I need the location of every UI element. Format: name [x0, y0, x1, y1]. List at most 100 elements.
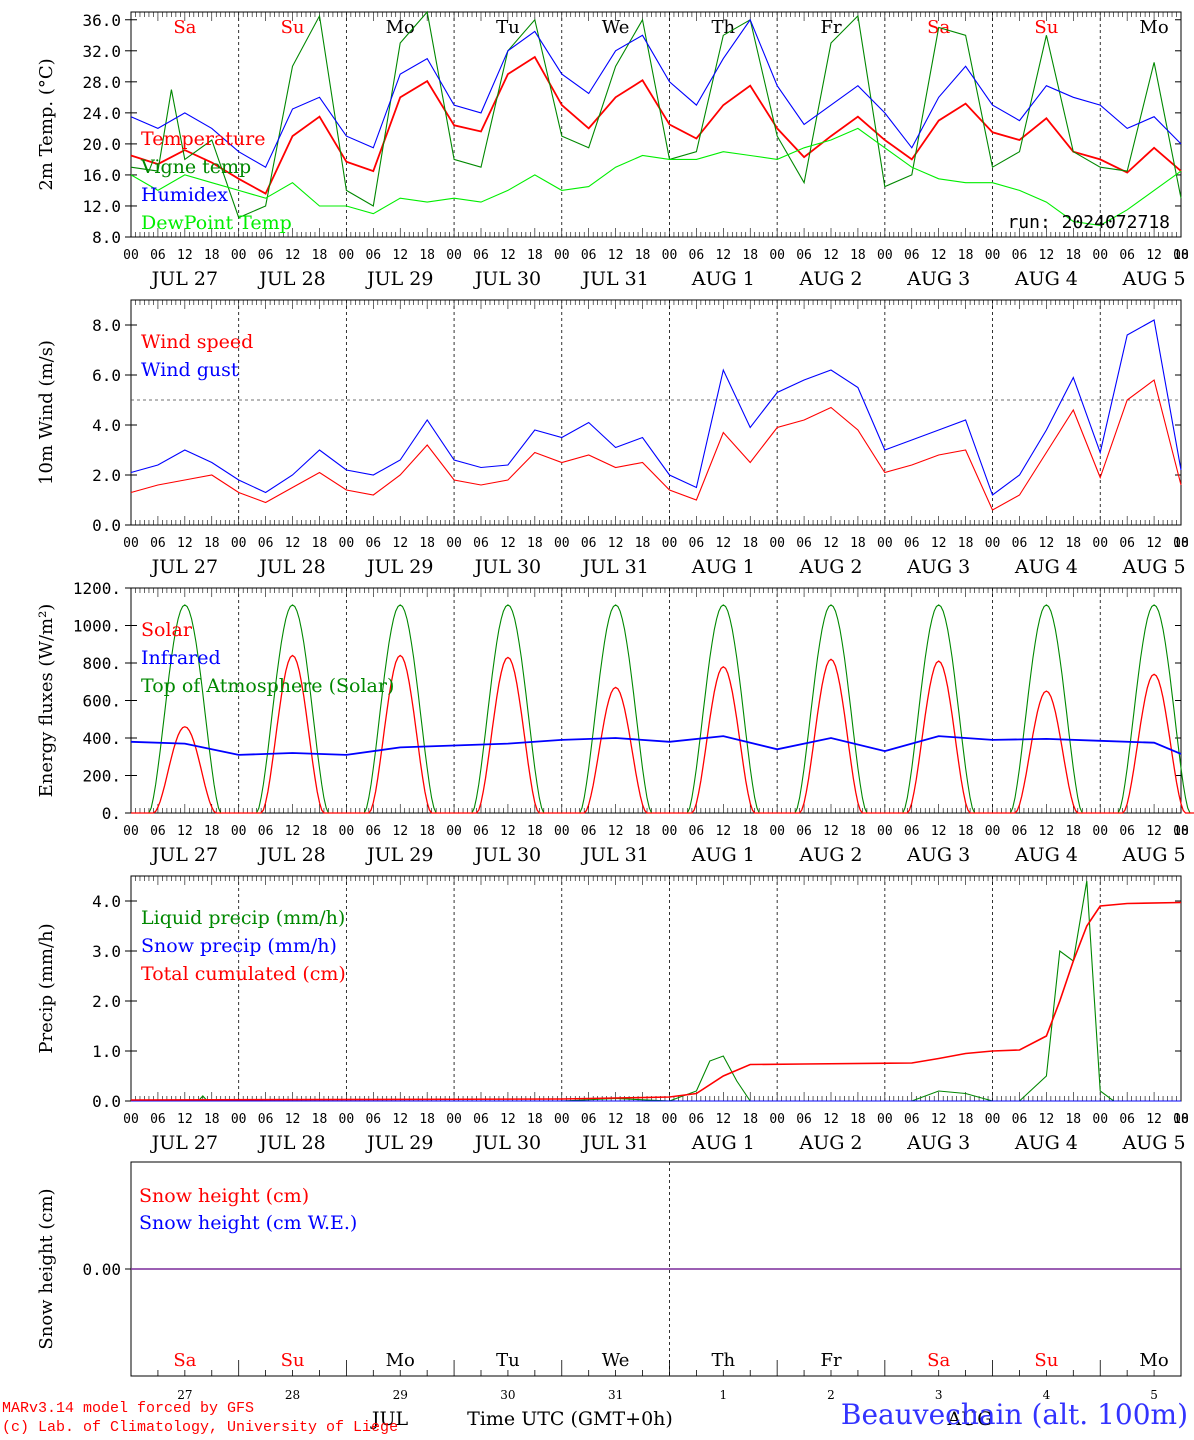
surface-solar-curve — [1100, 673, 1194, 814]
legend-entry: Wind gust — [141, 359, 239, 381]
date-label: AUG 5 — [1122, 1132, 1186, 1154]
hour-label: 12 — [285, 536, 301, 551]
hour-label: 18 — [419, 1112, 435, 1127]
hour-label: 00 — [446, 824, 462, 839]
legend-entry: Snow precip (mm/h) — [141, 935, 337, 957]
hour-label: 06 — [258, 824, 274, 839]
y-tick-label: 20.0 — [82, 135, 121, 154]
hour-label: 18 — [312, 248, 328, 263]
date-label: JUL 27 — [150, 844, 218, 866]
y-tick-label: 4.0 — [92, 416, 121, 435]
hour-label: 00 — [877, 248, 893, 263]
toa-solar-curve — [346, 604, 455, 814]
y-tick-label: 12.0 — [82, 197, 121, 216]
date-label: JUL 28 — [257, 268, 325, 290]
date-label: JUL 29 — [365, 1132, 433, 1154]
hour-label: 18 — [1065, 1112, 1081, 1127]
hour-label: 06 — [150, 536, 166, 551]
date-label: JUL 27 — [150, 268, 218, 290]
date-label: AUG 3 — [906, 844, 970, 866]
day-number-label: 27 — [177, 1388, 192, 1402]
toa-solar-curve — [992, 604, 1101, 814]
date-label: AUG 2 — [798, 1132, 862, 1154]
y-axis-label: Snow height (cm) — [36, 1188, 57, 1349]
hour-label: 06 — [473, 248, 489, 263]
hour-label: 00 — [769, 1112, 785, 1127]
hour-label: 00 — [662, 536, 678, 551]
y-tick-label: 8.0 — [92, 228, 121, 247]
date-label: AUG 3 — [906, 268, 970, 290]
hour-label: 18 — [204, 248, 220, 263]
hour-label: 06 — [581, 536, 597, 551]
legend-entry: Humidex — [141, 184, 228, 206]
hour-label: 06 — [150, 248, 166, 263]
hour-label: 12 — [1039, 824, 1055, 839]
legend-entry: Temperature — [141, 128, 265, 150]
hour-label: 06 — [473, 536, 489, 551]
hour-label: 12 — [715, 536, 731, 551]
hour-label: 18 — [958, 248, 974, 263]
panel-1: 8.0 12.0 16.0 20.0 24.0 28.0 32.0 36.0 2m Temp. … — [36, 11, 1189, 290]
day-name-label: Sa — [173, 17, 196, 38]
hour-label: 18 — [742, 824, 758, 839]
y-tick-label: 6.0 — [92, 366, 121, 385]
hour-label: 18 — [958, 824, 974, 839]
date-label: JUL 29 — [365, 268, 433, 290]
hour-label: 00 — [446, 248, 462, 263]
hour-label: 06 — [365, 536, 381, 551]
y-tick-label: 16.0 — [82, 166, 121, 185]
day-number-label: 29 — [393, 1388, 408, 1402]
toa-solar-curve — [454, 604, 562, 814]
surface-solar-curve — [884, 660, 993, 814]
hour-label: 00 — [231, 536, 247, 551]
day-number-label: 28 — [285, 1388, 300, 1402]
date-label: JUL 29 — [365, 556, 433, 578]
day-name-label: Fr — [820, 1350, 841, 1371]
x-axis-title: Time UTC (GMT+0h) — [467, 1408, 673, 1430]
date-label: AUG 1 — [691, 844, 755, 866]
series-line — [130, 10, 1182, 219]
date-label: AUG 4 — [1014, 556, 1078, 578]
hour-label: 12 — [608, 1112, 624, 1127]
hour-label: 18 — [419, 248, 435, 263]
date-label: JUL 28 — [257, 844, 325, 866]
day-name-label: Mo — [1139, 17, 1168, 38]
hour-label: 18 — [958, 1112, 974, 1127]
hour-label: 18 — [1173, 536, 1189, 551]
hour-label: 12 — [500, 536, 516, 551]
hour-label: 12 — [715, 248, 731, 263]
surface-solar-curve — [777, 658, 885, 814]
hour-label: 18 — [527, 824, 543, 839]
hour-label: 06 — [904, 248, 920, 263]
hour-label: 06 — [1012, 248, 1028, 263]
hour-label: 12 — [500, 248, 516, 263]
date-label: AUG 5 — [1122, 844, 1186, 866]
legend-entry: Solar — [141, 619, 193, 641]
date-label: AUG 1 — [691, 268, 755, 290]
y-tick-label: 400. — [82, 729, 121, 748]
date-label: JUL 31 — [580, 1132, 648, 1154]
y-tick-label: 28.0 — [82, 73, 121, 92]
date-label: JUL 28 — [257, 556, 325, 578]
day-name-label: Su — [1034, 1350, 1058, 1371]
hour-label: 18 — [527, 536, 543, 551]
hour-label: 12 — [608, 536, 624, 551]
date-label: AUG 3 — [906, 1132, 970, 1154]
hour-label: 18 — [527, 248, 543, 263]
hour-label: 06 — [689, 248, 705, 263]
run-label: run: 2024072718 — [1007, 212, 1170, 233]
date-label: AUG 2 — [798, 556, 862, 578]
hour-label: 00 — [339, 824, 355, 839]
toa-solar-curve — [884, 604, 993, 814]
hour-label: 12 — [285, 1112, 301, 1127]
y-tick-label: 0.00 — [82, 1260, 121, 1279]
hour-label: 06 — [1119, 248, 1135, 263]
hour-label: 06 — [796, 536, 812, 551]
hour-label: 00 — [339, 248, 355, 263]
surface-solar-curve — [346, 654, 455, 814]
hour-label: 12 — [608, 824, 624, 839]
hour-label: 06 — [796, 248, 812, 263]
hour-label: 06 — [365, 1112, 381, 1127]
hour-label: 12 — [931, 536, 947, 551]
hour-label: 12 — [715, 824, 731, 839]
